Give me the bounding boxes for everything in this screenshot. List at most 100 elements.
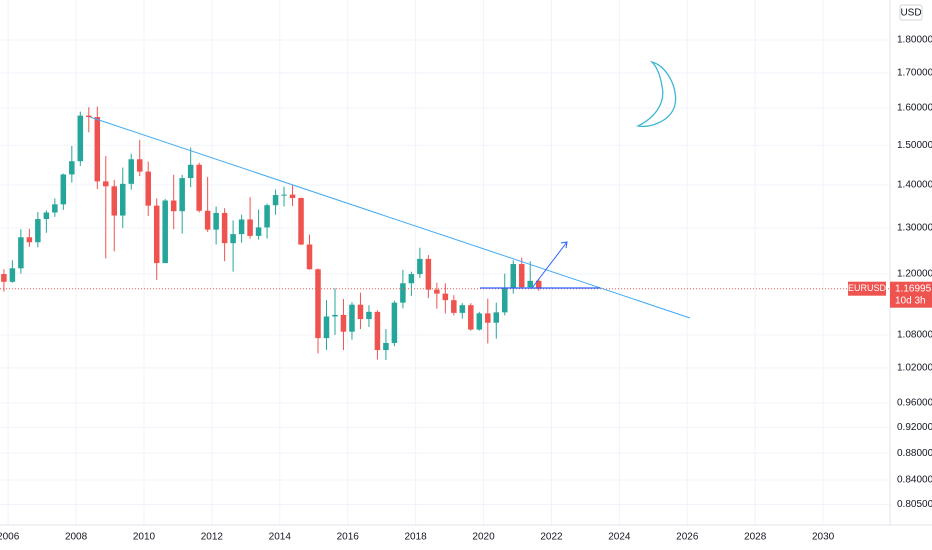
y-tick-label: 0.96000 bbox=[897, 398, 932, 409]
candle-body bbox=[43, 212, 50, 220]
candle-body bbox=[366, 311, 372, 320]
y-tick-label: 1.80000 bbox=[897, 35, 932, 46]
x-tick-label: 2020 bbox=[472, 532, 495, 543]
candle-body bbox=[179, 178, 185, 212]
candle-body bbox=[145, 171, 151, 206]
currency-label: USD bbox=[900, 8, 921, 19]
candle-body bbox=[187, 164, 194, 179]
candle-body bbox=[518, 264, 525, 288]
candle-body bbox=[289, 194, 296, 198]
candle-body bbox=[400, 283, 406, 303]
candle-body bbox=[535, 280, 542, 289]
candle-body bbox=[77, 115, 84, 162]
candle-body bbox=[527, 280, 533, 288]
candle-body bbox=[119, 183, 126, 216]
x-tick-label: 2018 bbox=[405, 532, 428, 543]
y-tick-label: 1.20000 bbox=[897, 269, 932, 280]
candle-body bbox=[332, 314, 338, 317]
candles bbox=[0, 106, 890, 361]
countdown-label: 10d 3h bbox=[895, 295, 926, 306]
candle-body bbox=[94, 117, 101, 182]
symbol-label: EURUSD bbox=[848, 283, 887, 293]
candle-body bbox=[128, 159, 135, 184]
y-tick-label: 1.30000 bbox=[897, 222, 932, 233]
x-tick-label: 2010 bbox=[133, 532, 156, 543]
candle-body bbox=[136, 159, 143, 172]
candle-body bbox=[238, 219, 245, 235]
x-tick-label: 2030 bbox=[812, 532, 835, 543]
moon-drawing bbox=[635, 60, 677, 128]
candle-body bbox=[476, 313, 483, 330]
candle-body bbox=[425, 258, 432, 290]
x-tick-label: 2016 bbox=[337, 532, 360, 543]
candle-body bbox=[230, 234, 236, 244]
y-tick-label: 0.92000 bbox=[897, 422, 932, 433]
y-tick-label: 0.88000 bbox=[897, 448, 932, 459]
candle-body bbox=[272, 195, 279, 206]
candle-body bbox=[417, 258, 423, 275]
candle-body bbox=[306, 244, 313, 270]
currency-box[interactable] bbox=[899, 4, 923, 21]
candle-body bbox=[153, 205, 160, 264]
candle-body bbox=[323, 316, 330, 339]
candle-body bbox=[196, 164, 202, 211]
candle-body bbox=[391, 302, 398, 343]
candle-body bbox=[213, 212, 219, 230]
candle-body bbox=[111, 186, 118, 216]
x-tick-label: 2008 bbox=[65, 532, 88, 543]
candle-body bbox=[26, 237, 33, 243]
candle-body bbox=[162, 200, 168, 264]
candle-body bbox=[247, 219, 253, 236]
symbol-tag bbox=[848, 281, 886, 296]
y-tick-label: 1.60000 bbox=[897, 103, 932, 114]
x-tick-label: 2026 bbox=[676, 532, 699, 543]
candle-body bbox=[442, 293, 449, 301]
candle-body bbox=[451, 300, 457, 313]
candle-body bbox=[493, 312, 500, 323]
grid bbox=[0, 0, 890, 525]
x-tick-label: 2022 bbox=[540, 532, 563, 543]
price-tag bbox=[890, 281, 932, 308]
candle-body bbox=[9, 268, 16, 282]
candle-body bbox=[459, 305, 466, 313]
candle-body bbox=[60, 174, 67, 205]
candle-body bbox=[35, 219, 41, 243]
candle-body bbox=[340, 314, 347, 332]
candle-body bbox=[69, 161, 75, 175]
candle-body bbox=[103, 181, 109, 187]
candle-body bbox=[374, 311, 381, 351]
arrow-line bbox=[531, 241, 568, 289]
candle-body bbox=[434, 289, 440, 294]
x-tick-label: 2012 bbox=[201, 532, 224, 543]
candle-body bbox=[52, 204, 58, 213]
candle-body bbox=[298, 197, 304, 245]
candle-body bbox=[1, 274, 7, 282]
x-tick-label: 2028 bbox=[744, 532, 767, 543]
y-tick-label: 0.84000 bbox=[897, 475, 932, 486]
x-tick-label: 2014 bbox=[269, 532, 292, 543]
candle-body bbox=[264, 205, 270, 228]
candle-body bbox=[408, 274, 415, 284]
candle-body bbox=[18, 237, 24, 269]
candle-body bbox=[255, 227, 262, 236]
candle-body bbox=[281, 194, 287, 196]
candle-body bbox=[485, 313, 491, 323]
candle-body bbox=[221, 212, 228, 244]
axes: 1.80000 1.70000 1.60000 1.50000 1.40000 1.300… bbox=[0, 35, 932, 543]
x-tick-label: 2024 bbox=[608, 532, 631, 543]
y-tick-label: 1.50000 bbox=[897, 140, 932, 151]
arrow-head bbox=[560, 241, 568, 249]
candle-body bbox=[86, 115, 92, 118]
candle-body bbox=[170, 200, 177, 212]
y-tick-label: 0.80500 bbox=[897, 499, 932, 510]
candle-body bbox=[349, 304, 355, 332]
price-label: 1.16995 bbox=[895, 283, 932, 294]
candle-body bbox=[510, 264, 517, 288]
y-tick-label: 1.40000 bbox=[897, 180, 932, 191]
y-tick-label: 1.08000 bbox=[897, 330, 932, 341]
candle-body bbox=[315, 269, 321, 339]
candle-body bbox=[468, 305, 474, 330]
y-tick-label: 1.70000 bbox=[897, 68, 932, 79]
